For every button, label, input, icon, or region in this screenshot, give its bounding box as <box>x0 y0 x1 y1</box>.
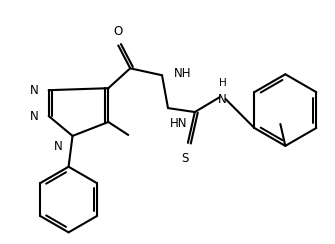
Text: N: N <box>30 110 39 122</box>
Text: S: S <box>181 152 189 165</box>
Text: NH: NH <box>174 67 192 80</box>
Text: N: N <box>30 84 39 97</box>
Text: N: N <box>218 93 227 106</box>
Text: O: O <box>114 25 123 39</box>
Text: N: N <box>54 140 63 153</box>
Text: HN: HN <box>170 117 188 130</box>
Text: H: H <box>219 78 226 88</box>
